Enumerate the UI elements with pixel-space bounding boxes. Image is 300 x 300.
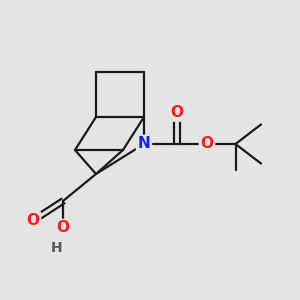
Text: O: O <box>200 136 214 152</box>
Text: N: N <box>138 136 150 152</box>
Text: O: O <box>26 213 40 228</box>
Text: H: H <box>51 241 63 254</box>
Text: O: O <box>56 220 70 236</box>
Text: O: O <box>170 105 184 120</box>
